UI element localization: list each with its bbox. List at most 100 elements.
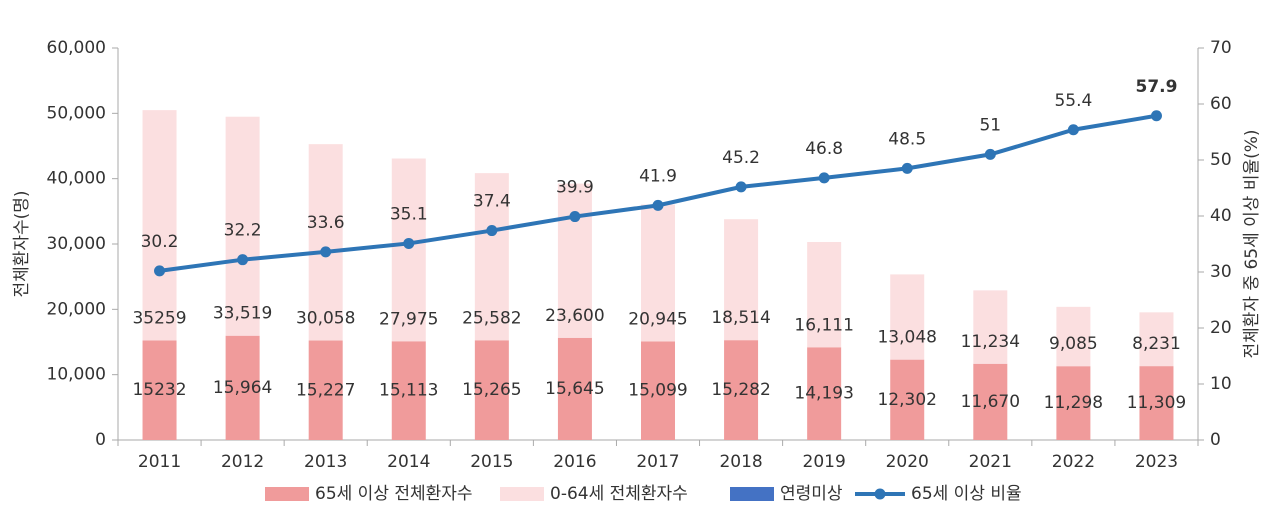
- x-tick-label: 2015: [470, 452, 513, 472]
- bar-value-label: 15,099: [628, 381, 687, 401]
- y2-tick-label: 20: [1210, 318, 1232, 338]
- legend-marker: [874, 488, 886, 500]
- y2-axis-title: 전체환자 중 65세 이상 비율(%): [1242, 129, 1262, 358]
- line-value-label: 48.5: [888, 129, 926, 149]
- x-tick-label: 2018: [719, 452, 762, 472]
- bar-value-label: 18,514: [711, 308, 770, 328]
- x-tick-label: 2022: [1052, 452, 1095, 472]
- line-point: [237, 254, 249, 266]
- bar-value-label: 20,945: [628, 309, 687, 329]
- bar: [142, 110, 177, 341]
- line-value-label: 37.4: [473, 192, 511, 212]
- x-tick-label: 2017: [636, 452, 679, 472]
- line-point: [901, 162, 913, 174]
- line-point: [569, 211, 581, 223]
- bar-value-label: 15,645: [545, 379, 604, 399]
- y2-tick-label: 70: [1210, 38, 1232, 58]
- bar-value-label: 15,282: [711, 380, 770, 400]
- line-value-label: 41.9: [639, 166, 677, 186]
- bar-value-label: 12,302: [877, 390, 936, 410]
- bar: [474, 340, 509, 440]
- y2-tick-label: 0: [1210, 430, 1221, 450]
- x-tick-label: 2019: [803, 452, 846, 472]
- bar-value-label: 15,227: [296, 380, 355, 400]
- x-tick-label: 2011: [138, 452, 181, 472]
- bar-value-label: 13,048: [877, 328, 936, 348]
- line-value-label: 51: [979, 115, 1001, 135]
- y-tick-label: 30,000: [47, 234, 106, 254]
- line-point: [1150, 110, 1162, 122]
- x-tick-label: 2016: [553, 452, 596, 472]
- legend-label: 65세 이상 전체환자수: [315, 484, 473, 504]
- legend-label: 연령미상: [780, 484, 843, 504]
- x-tick-label: 2013: [304, 452, 347, 472]
- bar-value-label: 15232: [132, 380, 186, 400]
- bar: [973, 363, 1008, 440]
- x-tick-label: 2020: [886, 452, 929, 472]
- bar-value-label: 14,193: [794, 384, 853, 404]
- bar: [308, 144, 343, 341]
- bar-value-label: 8,231: [1132, 334, 1181, 354]
- line-value-label: 30.2: [141, 232, 179, 252]
- bar-value-label: 11,670: [961, 392, 1020, 412]
- line-point: [652, 199, 664, 211]
- y-tick-label: 10,000: [47, 365, 106, 385]
- line-value-label: 55.4: [1054, 91, 1092, 111]
- bar: [807, 347, 842, 440]
- line-point: [403, 237, 415, 249]
- line-value-label: 45.2: [722, 148, 760, 168]
- bar-value-label: 11,309: [1127, 393, 1186, 413]
- legend-swatch: [500, 487, 544, 501]
- line-value-label: 46.8: [805, 139, 843, 159]
- x-tick-label: 2021: [969, 452, 1012, 472]
- bar-value-label: 15,964: [213, 378, 272, 398]
- legend-swatch: [730, 487, 774, 501]
- bar-value-label: 23,600: [545, 306, 604, 326]
- x-tick-label: 2023: [1135, 452, 1178, 472]
- bar: [557, 337, 592, 440]
- bar-value-label: 15,113: [379, 381, 438, 401]
- bar-value-label: 35259: [132, 308, 186, 328]
- y2-tick-label: 10: [1210, 374, 1232, 394]
- bar: [1139, 366, 1174, 440]
- bar: [724, 219, 759, 341]
- line-point: [154, 265, 166, 277]
- line-value-label: 39.9: [556, 178, 594, 198]
- bar: [225, 335, 260, 440]
- bar: [1056, 306, 1091, 367]
- line-point: [735, 181, 747, 193]
- bar: [641, 341, 675, 440]
- y2-tick-label: 40: [1210, 206, 1232, 226]
- bar: [1139, 312, 1174, 367]
- bar: [890, 359, 925, 440]
- x-tick-label: 2012: [221, 452, 264, 472]
- bar: [973, 290, 1008, 364]
- bar: [641, 204, 675, 342]
- line-value-label: 57.9: [1135, 77, 1177, 97]
- bar: [225, 116, 260, 336]
- bar-value-label: 15,265: [462, 380, 521, 400]
- y-tick-label: 50,000: [47, 103, 106, 123]
- y2-tick-label: 30: [1210, 262, 1232, 282]
- y-tick-label: 0: [95, 430, 106, 450]
- y2-tick-label: 50: [1210, 150, 1232, 170]
- y-axis-title: 전체환자수(명): [12, 190, 32, 297]
- line-point: [1067, 124, 1079, 136]
- bar: [391, 341, 426, 440]
- legend-swatch: [265, 487, 309, 501]
- y-tick-label: 20,000: [47, 299, 106, 319]
- bar: [724, 340, 759, 440]
- line-value-label: 32.2: [224, 221, 262, 241]
- legend-label: 0-64세 전체환자수: [550, 484, 688, 504]
- line-point: [320, 246, 332, 258]
- line-value-label: 33.6: [307, 213, 345, 233]
- line-value-label: 35.1: [390, 204, 428, 224]
- bar-value-label: 33,519: [213, 304, 272, 324]
- line-point: [486, 225, 498, 237]
- bar: [142, 340, 177, 440]
- bar-value-label: 27,975: [379, 309, 438, 329]
- bar: [557, 183, 592, 338]
- bar-value-label: 30,058: [296, 309, 355, 329]
- bar-value-label: 11,234: [961, 332, 1020, 352]
- bar: [308, 340, 343, 440]
